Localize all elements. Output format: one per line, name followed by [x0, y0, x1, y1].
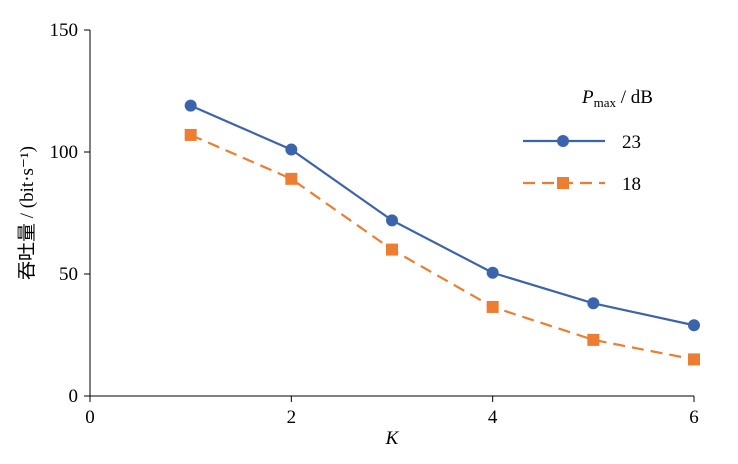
marker — [486, 266, 499, 279]
marker — [587, 333, 600, 346]
marker — [285, 143, 298, 156]
marker — [184, 99, 197, 112]
legend-label: 23 — [622, 132, 641, 153]
y-tick-label: 0 — [69, 386, 79, 407]
marker — [688, 353, 700, 366]
x-axis-label: K — [385, 428, 400, 449]
x-tick-label: 0 — [85, 407, 95, 428]
marker — [386, 243, 398, 256]
y-tick-label: 150 — [50, 20, 79, 41]
marker — [285, 172, 298, 185]
x-tick-label: 6 — [689, 407, 699, 428]
marker — [688, 319, 700, 332]
marker — [587, 297, 600, 310]
series-line — [190, 104, 695, 327]
legend-marker — [557, 135, 569, 147]
legend-marker — [557, 177, 569, 189]
legend-title: Pmax / dB — [581, 87, 653, 110]
marker — [386, 214, 398, 227]
series-line — [190, 133, 695, 361]
legend-label: 18 — [622, 174, 641, 195]
legend-title-subscript: max — [594, 95, 617, 110]
y-tick-label: 100 — [50, 142, 79, 163]
marker — [486, 300, 499, 313]
marker — [184, 128, 197, 141]
x-tick-label: 2 — [287, 407, 297, 428]
legend-title-symbol: P — [581, 87, 594, 108]
legend-title-unit: / dB — [616, 87, 653, 108]
y-axis-label: 吞吐量 / (bit·s⁻¹) — [16, 146, 38, 280]
y-tick-label: 50 — [59, 264, 78, 285]
x-tick-label: 4 — [488, 407, 498, 428]
